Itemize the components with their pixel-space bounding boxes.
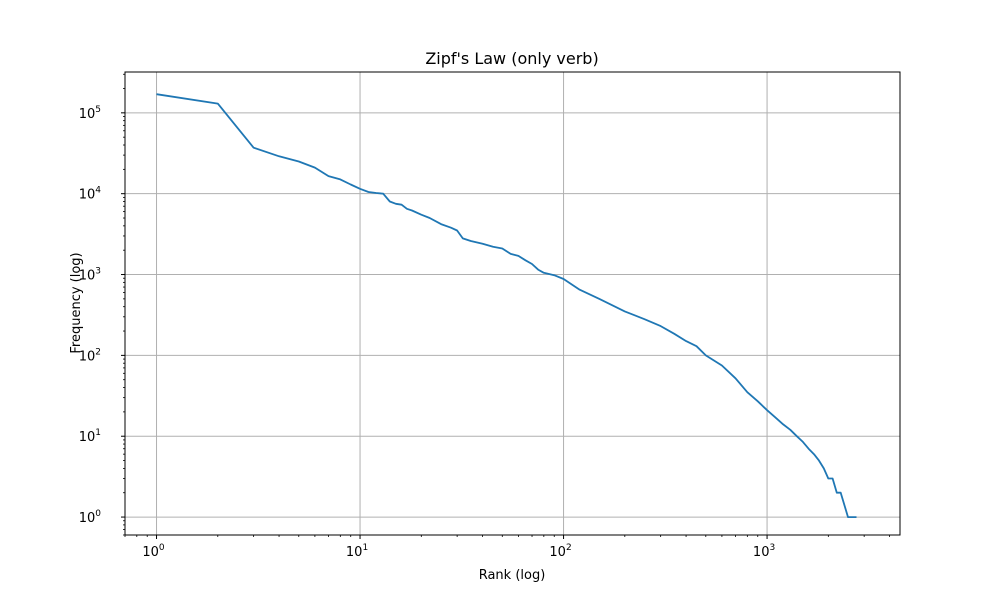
x-tick-label: 101 xyxy=(346,543,368,560)
y-tick-label: 100 xyxy=(79,509,102,526)
y-tick-labels: 100 101 102 103 104 105 xyxy=(79,105,102,526)
x-tick-label: 100 xyxy=(142,543,165,560)
x-axis-label: Rank (log) xyxy=(479,568,546,583)
y-tick-label: 103 xyxy=(79,267,101,284)
chart-title: Zipf's Law (only verb) xyxy=(425,49,598,68)
axis-ticks xyxy=(121,73,890,539)
series-line xyxy=(156,93,857,518)
y-tick-label: 101 xyxy=(79,428,101,445)
series-layer xyxy=(156,93,857,518)
x-tick-label: 103 xyxy=(753,543,775,560)
y-tick-label: 105 xyxy=(79,105,101,122)
plot-frame xyxy=(124,71,901,536)
y-axis-label: Frequency (log) xyxy=(69,252,84,353)
y-tick-label: 102 xyxy=(79,347,101,364)
grid-lines xyxy=(125,72,900,535)
y-tick-label: 104 xyxy=(79,186,102,203)
x-tick-labels: 100 101 102 103 xyxy=(142,543,775,560)
x-tick-label: 102 xyxy=(549,543,571,560)
